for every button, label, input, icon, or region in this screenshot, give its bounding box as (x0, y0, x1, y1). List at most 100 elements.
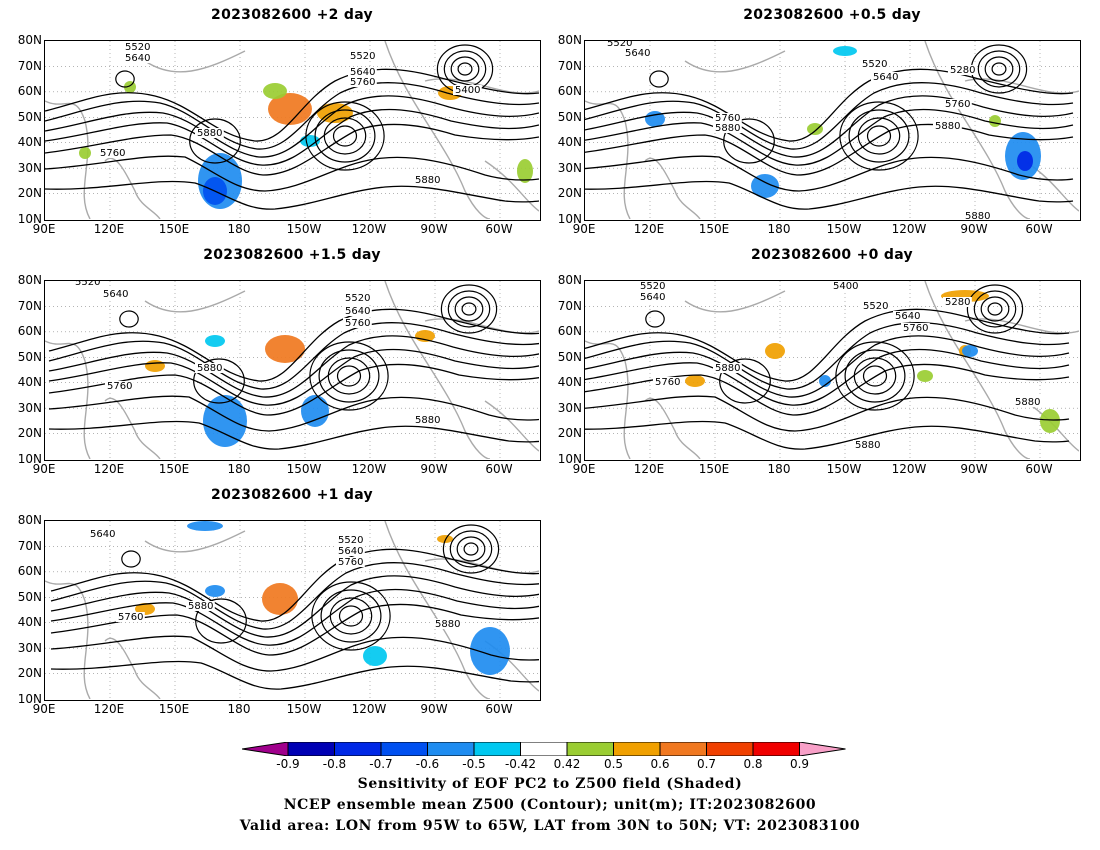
z500-contour (585, 123, 1074, 176)
contour-label: 5880 (197, 128, 222, 139)
z500-contour (48, 395, 539, 432)
contour-label: 5760 (338, 557, 363, 568)
z500-closed-contour (848, 109, 910, 163)
sensitivity-shade (765, 343, 785, 359)
lon-tick-label: 60W (485, 702, 513, 716)
contour-label-bg (413, 175, 442, 185)
lon-tick-label: 120W (891, 222, 927, 236)
z500-closed-contour (332, 125, 358, 147)
contour-label: 5640 (640, 292, 665, 303)
z500-contour (45, 108, 539, 166)
lat-tick-label: 50N (17, 109, 42, 124)
lat-tick-label: 10N (557, 451, 582, 466)
lat-tick-label: 20N (17, 426, 42, 440)
lat-tick-label: 80N (17, 33, 42, 47)
contour-label-bg (605, 41, 634, 48)
contour-label: 5760 (118, 612, 143, 623)
lat-tick-label: 30N (17, 400, 42, 415)
lat-tick-label: 30N (557, 400, 582, 415)
contour-label: 5400 (455, 85, 480, 96)
z500-contour (585, 82, 1074, 150)
lat-tick-label: 30N (17, 160, 42, 175)
colorbar-tick-label: 0.5 (603, 757, 624, 771)
z500-closed-contour (454, 296, 484, 322)
lat-tick-label: 60N (557, 84, 582, 98)
lat-tick-label: 40N (17, 615, 42, 629)
contour-label: 5640 (873, 72, 898, 83)
contour-label: 5760 (945, 99, 970, 110)
lon-tick-label: 90E (32, 222, 56, 236)
lon-tick-label: 90W (960, 462, 988, 476)
contour-label: 5760 (345, 318, 370, 329)
coastline (484, 160, 539, 212)
z500-closed-contour (461, 302, 477, 316)
z500-contour (585, 155, 1074, 192)
sensitivity-shade (265, 335, 305, 363)
coastline (964, 78, 1079, 94)
lat-tick-label: 50N (557, 349, 582, 364)
lon-tick-label: 150E (698, 462, 730, 476)
sensitivity-shade (263, 83, 287, 99)
contour-label: 5520 (75, 281, 100, 288)
contour-label-bg (653, 377, 682, 387)
coastline (644, 157, 701, 219)
sensitivity-shade (517, 159, 533, 183)
map-panel-p1: 5520 5640 5520 5640 5760 5400 5880 5760 5880 (44, 40, 541, 221)
contour-label-bg (948, 65, 977, 75)
sensitivity-shade (1040, 409, 1060, 433)
colorbar-segment (380, 742, 428, 756)
coastline (924, 281, 1031, 459)
lon-tick-label: 90W (420, 702, 448, 716)
colorbar-segment (706, 742, 754, 756)
lat-tick-label: 80N (17, 273, 42, 287)
z500-contour (48, 335, 539, 398)
coastline (484, 400, 539, 452)
coastline (104, 157, 161, 219)
z500-contour (48, 420, 539, 450)
lat-tick-label: 40N (17, 375, 42, 389)
z500-closed-contour (311, 581, 391, 651)
lon-tick-label: 150W (826, 462, 862, 476)
sensitivity-shade (819, 375, 831, 387)
contour-label-bg (713, 123, 742, 133)
contour-label: 5880 (415, 415, 440, 426)
colorbar-tick-label: -0.7 (369, 757, 393, 771)
contour-label-bg (348, 67, 377, 77)
lon-tick-label: 180 (227, 702, 251, 716)
contour-label: 5760 (107, 381, 132, 392)
z500-contour (48, 363, 539, 416)
contour-label-bg (98, 148, 127, 158)
coastline (104, 637, 161, 699)
sensitivity-shade (124, 81, 136, 93)
colorbar-tick-label: 0.7 (696, 757, 717, 771)
z500-closed-contour (991, 62, 1007, 76)
contour-label: 5760 (903, 323, 928, 334)
lon-tick-label: 120W (351, 462, 387, 476)
lat-tick-label: 50N (557, 109, 582, 124)
coastline (144, 290, 246, 313)
lat-tick-label: 60N (17, 564, 42, 578)
z500-closed-contour (980, 296, 1010, 322)
lon-tick-label: 180 (767, 222, 791, 236)
colorbar-segment (613, 742, 661, 756)
contour-label: 5760 (100, 148, 125, 159)
sensitivity-shade (962, 345, 978, 357)
contour-label-bg (343, 293, 372, 303)
contour-label-bg (623, 48, 652, 58)
contour-label: 5880 (965, 211, 990, 219)
lon-tick-label: 150E (158, 702, 190, 716)
colorbar-tick-label: 0.9 (789, 757, 810, 771)
z500-closed-contour (839, 101, 919, 171)
lat-tick-label: 10N (17, 211, 42, 226)
coastline (144, 530, 246, 553)
contour-label-bg (195, 128, 224, 138)
sensitivity-shade (470, 627, 510, 675)
z500-contour (50, 660, 539, 690)
contour-label-bg (901, 323, 930, 333)
contour-label-bg (871, 72, 900, 82)
z500-closed-contour (723, 118, 775, 164)
lat-tick-label: 80N (557, 33, 582, 47)
contour-label: 5640 (345, 306, 370, 317)
contour-label: 5640 (625, 48, 650, 59)
